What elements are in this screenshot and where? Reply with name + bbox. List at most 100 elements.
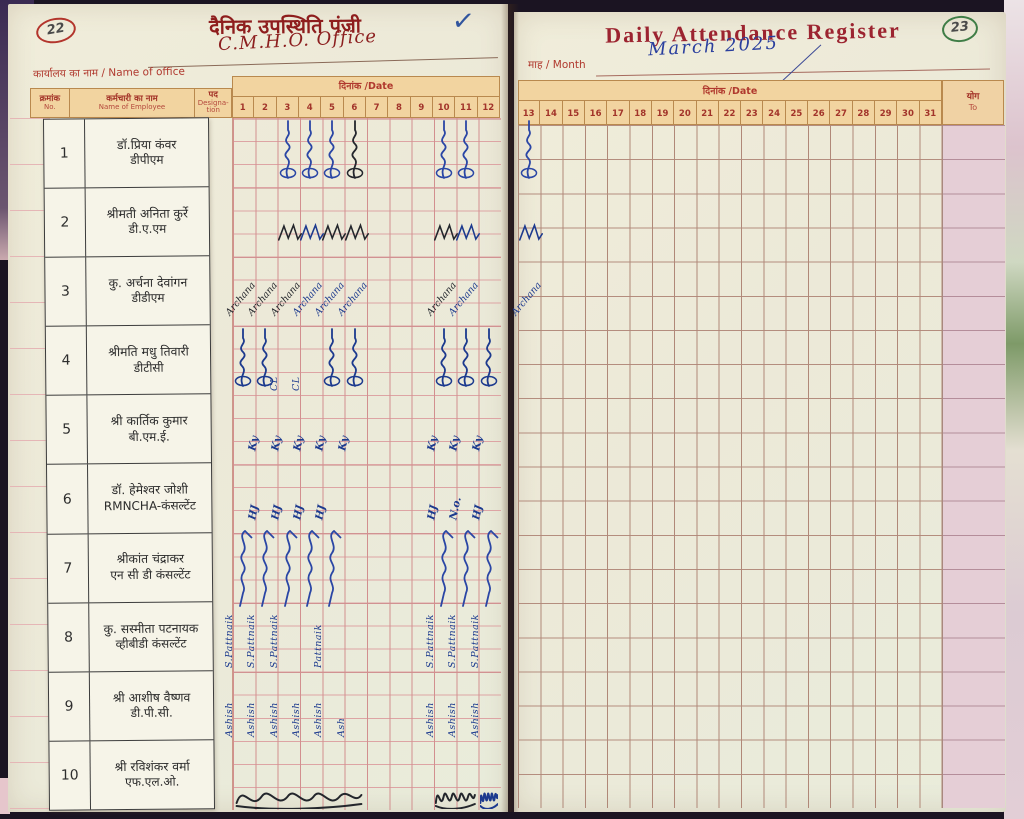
signature-mark: S.Pattnaik <box>268 613 280 668</box>
day-column-10: 10 <box>433 97 456 119</box>
fabric-background <box>1004 0 1024 819</box>
signature-mark: Ashish <box>313 701 325 737</box>
signature-mark: Ashish <box>224 701 235 737</box>
signature-mark: Archana <box>245 279 281 318</box>
signature-mark: S.Pattnaik <box>224 613 235 668</box>
left-table-headers: क्रमांक No. कर्मचारी का नाम Name of Empl… <box>30 88 232 118</box>
day-column-20: 20 <box>674 101 697 126</box>
day-column-11: 11 <box>455 97 478 119</box>
page-under-corner <box>0 778 10 814</box>
signature-mark: CL <box>290 376 302 391</box>
signature-mark: Archana <box>223 279 258 318</box>
total-column <box>942 125 1005 808</box>
signature-mark: Ky <box>335 435 351 452</box>
day-column-17: 17 <box>607 101 630 126</box>
day-column-26: 26 <box>808 101 831 126</box>
day-column-6: 6 <box>344 97 366 119</box>
signature-mark: Ashish <box>469 701 481 737</box>
signature-mark <box>518 187 544 256</box>
day-column-7: 7 <box>366 97 389 119</box>
signature-mark <box>478 741 500 810</box>
day-column-22: 22 <box>719 101 742 126</box>
signature-mark <box>478 326 500 395</box>
day-column-14: 14 <box>540 101 563 126</box>
day-column-13: 13 <box>518 101 541 126</box>
signature-mark: Pattnaik <box>313 623 325 668</box>
left-date-header-band <box>232 76 500 118</box>
signature-mark: HJ <box>425 504 441 522</box>
day-column-19: 19 <box>652 101 675 126</box>
signature-mark: Ashish <box>447 701 459 737</box>
day-column-2: 2 <box>254 97 277 119</box>
signature-mark <box>344 187 369 256</box>
day-column-12: 12 <box>478 97 500 119</box>
day-column-4: 4 <box>299 97 322 119</box>
signature-mark: Ky <box>469 435 485 452</box>
day-column-5: 5 <box>321 97 344 119</box>
signature-mark <box>455 118 477 187</box>
signature-mark: S.Pattnaik <box>424 613 436 668</box>
signature-mark <box>299 530 321 608</box>
total-column-header: योग To <box>942 80 1004 125</box>
signature-mark <box>254 530 276 608</box>
signature-mark <box>254 326 276 395</box>
signature-mark: Archana <box>424 279 459 318</box>
month-label: माह / Month <box>528 59 586 71</box>
signature-mark: Archana <box>446 279 482 318</box>
signature-mark <box>344 326 366 395</box>
employee-name-header: कर्मचारी का नाम Name of Employee <box>70 89 196 117</box>
signature-mark <box>321 326 343 395</box>
signature-mark <box>232 530 254 608</box>
signature-mark: Ashish <box>424 701 436 737</box>
signature-mark: Ky <box>425 435 441 452</box>
signature-mark: Archana <box>312 279 348 318</box>
day-column-21: 21 <box>697 101 719 126</box>
signature-mark <box>344 118 366 187</box>
signature-mark <box>433 187 459 256</box>
designation-header: पद Designa-tion <box>197 90 229 115</box>
signature-mark: S.Pattnaik <box>246 613 258 668</box>
signature-mark <box>277 118 299 187</box>
day-column-16: 16 <box>585 101 608 126</box>
signature-mark: HJ <box>291 504 307 522</box>
signature-mark: S.Pattnaik <box>469 613 481 668</box>
signature-mark <box>433 741 478 810</box>
day-column-3: 3 <box>277 97 299 119</box>
day-column-25: 25 <box>786 101 809 126</box>
signature-mark <box>455 326 477 395</box>
signature-mark <box>277 187 302 256</box>
signature-mark <box>433 530 455 608</box>
signature-mark: Ky <box>291 435 307 452</box>
signature-mark <box>299 118 321 187</box>
day-column-15: 15 <box>563 101 585 126</box>
signature-mark: Ky <box>313 435 329 452</box>
day-column-30: 30 <box>897 101 920 126</box>
signature-mark: N.o. <box>447 496 465 522</box>
left-date-label: दिनांक /Date <box>338 81 394 92</box>
signature-mark <box>321 118 343 187</box>
signature-mark: S.Pattnaik <box>447 613 459 668</box>
signature-mark <box>232 326 254 395</box>
signature-mark: Archana <box>268 279 303 318</box>
signature-mark: Ashish <box>268 701 280 737</box>
signature-mark: Ashish <box>246 701 258 737</box>
signature-mark <box>232 741 366 810</box>
signature-mark: HJ <box>469 504 485 522</box>
day-column-28: 28 <box>853 101 875 126</box>
signature-mark: Ky <box>268 435 284 452</box>
signature-mark <box>455 187 481 256</box>
signature-mark: Archana <box>509 279 544 318</box>
photo-background-edge <box>0 0 9 260</box>
signature-mark <box>478 530 500 608</box>
left-day-columns: 1 2 3 4 5 6 7 8 9 10 11 12 <box>232 96 500 119</box>
right-day-columns: 13 14 15 16 17 18 19 20 21 22 23 24 25 26 27 28 29 30 31 <box>518 100 942 126</box>
signature-mark: Ky <box>246 435 262 452</box>
right-attendance-grid <box>518 125 942 808</box>
signature-mark: Archana <box>335 279 370 318</box>
day-column-1: 1 <box>232 97 255 119</box>
right-date-label: दिनांक /Date <box>702 86 758 97</box>
signature-mark: Archana <box>290 279 325 318</box>
day-column-18: 18 <box>630 101 652 126</box>
signature-mark <box>433 118 455 187</box>
